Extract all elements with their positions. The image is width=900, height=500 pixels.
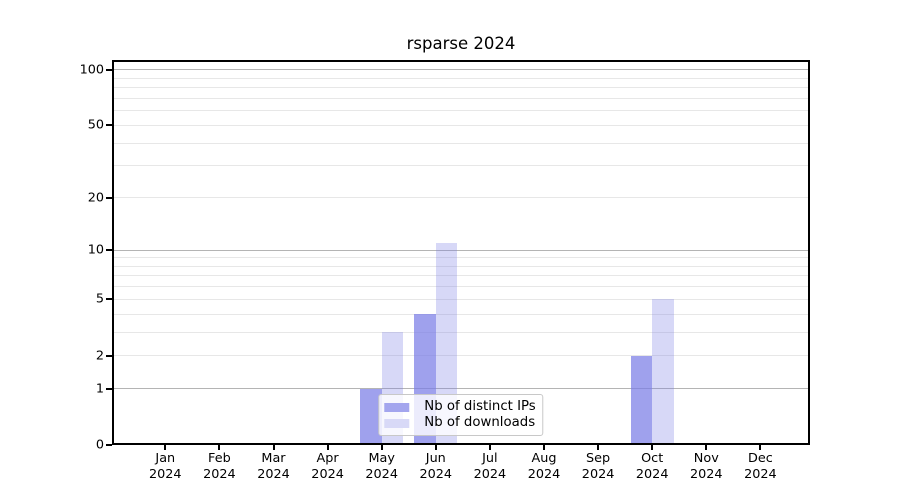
x-tick: [164, 445, 167, 450]
x-tick: [488, 445, 491, 450]
x-tick: [705, 445, 708, 450]
x-tick: [434, 445, 437, 450]
x-tick-label: Sep 2024: [581, 451, 615, 482]
gridline-minor: [112, 298, 810, 300]
y-tick: [106, 444, 112, 446]
gridline-minor: [112, 97, 810, 99]
bar-distinct-ips: [360, 388, 382, 445]
legend-swatch: [384, 402, 410, 412]
x-tick: [651, 445, 654, 450]
y-tick: [106, 124, 112, 127]
x-tick-label: Nov 2024: [690, 451, 723, 482]
x-tick-label: May 2024: [365, 451, 398, 482]
x-tick-label: Mar 2024: [257, 451, 290, 482]
x-tick: [272, 445, 275, 450]
gridline-minor: [112, 286, 810, 288]
x-tick: [326, 445, 329, 450]
gridline-minor: [112, 142, 810, 144]
gridline-minor: [112, 331, 810, 333]
gridline-minor: [112, 165, 810, 167]
y-tick-label: 2: [95, 348, 104, 364]
x-tick-label: Dec 2024: [744, 451, 777, 482]
y-tick: [106, 196, 112, 199]
y-tick: [106, 68, 112, 71]
x-tick-label: Feb 2024: [203, 451, 236, 482]
y-tick: [106, 298, 112, 301]
x-tick-label: Jan 2024: [149, 451, 182, 482]
gridline-minor: [112, 275, 810, 277]
y-tick: [106, 387, 112, 390]
y-tick-label: 20: [87, 190, 104, 205]
x-tick-label: Apr 2024: [311, 451, 344, 482]
y-tick-label: 10: [87, 242, 104, 258]
x-tick-label: Jul 2024: [473, 451, 507, 482]
gridline-minor: [112, 77, 810, 79]
legend-label: Nb of distinct IPs: [424, 399, 536, 414]
gridline-minor: [112, 197, 810, 198]
gridline-major: [112, 388, 810, 390]
x-tick-label: Oct 2024: [635, 451, 669, 482]
gridline-major: [112, 69, 810, 71]
gridline-minor: [112, 87, 810, 89]
gridline-minor: [112, 257, 810, 259]
gridline-minor: [112, 124, 810, 126]
legend-row: Nb of downloads: [384, 415, 535, 431]
x-tick-label: Aug 2024: [527, 451, 561, 482]
gridline-major: [112, 249, 810, 251]
gridline-minor: [112, 355, 810, 357]
x-tick: [218, 445, 221, 450]
y-tick-label: 50: [87, 117, 104, 133]
x-tick: [543, 445, 545, 450]
legend-row: Nb of distinct IPs: [384, 399, 536, 415]
y-tick-label: 100: [79, 62, 104, 78]
y-tick-label: 1: [95, 381, 104, 397]
legend-label: Nb of downloads: [424, 415, 536, 430]
bar-distinct-ips: [630, 355, 653, 445]
bar-downloads: [652, 299, 674, 445]
x-tick: [759, 445, 762, 450]
chart-title: rsparse 2024: [406, 34, 516, 53]
gridline-minor: [112, 265, 810, 267]
y-tick: [106, 249, 112, 252]
x-tick-label: Jun 2024: [419, 451, 453, 482]
y-tick-label: 0: [95, 437, 104, 453]
y-tick-label: 5: [95, 291, 104, 307]
gridline-minor: [112, 313, 810, 315]
plot-area: Nb of distinct IPs Nb of downloads: [112, 60, 810, 445]
x-tick: [597, 445, 600, 450]
legend: Nb of distinct IPs Nb of downloads: [378, 394, 544, 436]
gridline-minor: [112, 110, 810, 112]
x-tick: [380, 445, 383, 450]
legend-swatch: [384, 418, 410, 428]
y-tick: [106, 354, 112, 357]
